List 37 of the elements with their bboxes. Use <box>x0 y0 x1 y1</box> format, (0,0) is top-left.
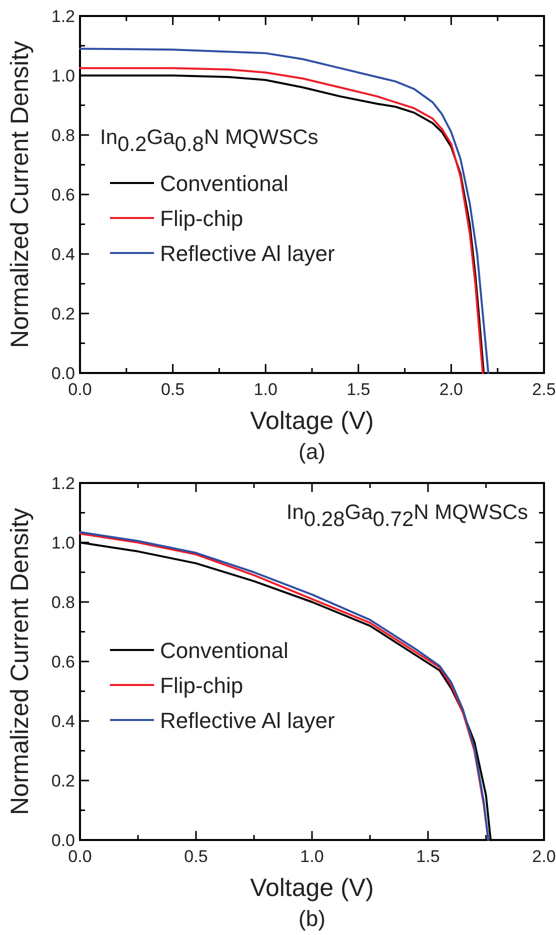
y-tick-label: 0.8 <box>51 593 75 612</box>
y-tick-label: 1.2 <box>51 474 75 493</box>
y-tick-label: 0.2 <box>51 772 75 790</box>
x-tick-label: 1.5 <box>346 380 370 399</box>
legend-label: Reflective Al layer <box>160 241 335 266</box>
x-axis-title: Voltage (V) <box>250 874 374 902</box>
x-tick-label: 2.5 <box>532 380 556 399</box>
legend-label: Flip-chip <box>160 206 244 231</box>
y-tick-label: 1.2 <box>51 7 75 26</box>
x-tick-label: 1.5 <box>416 847 440 866</box>
y-tick-label: 0.0 <box>51 831 75 850</box>
y-tick-label: 0.0 <box>51 364 75 383</box>
x-tick-label: 1.0 <box>254 380 278 399</box>
x-tick-label: 0.5 <box>160 380 185 399</box>
text: (b) <box>298 906 326 931</box>
legend-label: Conventional <box>160 171 288 196</box>
y-axis-title: Normalized Current Density <box>6 40 34 348</box>
text: (a) <box>298 439 326 464</box>
y-tick-label: 0.2 <box>51 304 75 324</box>
x-tick-label: 2.0 <box>532 847 556 866</box>
y-tick-label: 0.4 <box>51 245 75 264</box>
x-tick-label: 0.0 <box>68 847 92 866</box>
y-axis-title: Normalized Current Density <box>6 507 34 816</box>
legend-label: Flip-chip <box>160 673 244 698</box>
x-tick-label: 0.5 <box>184 847 208 866</box>
y-tick-label: 0.8 <box>51 126 75 145</box>
x-axis-title: Voltage (V) <box>250 407 374 435</box>
x-tick-label: 1.0 <box>300 847 324 866</box>
y-tick-label: 0.6 <box>51 652 75 672</box>
x-tick-label: 2.0 <box>439 380 464 399</box>
y-tick-label: 0.4 <box>51 712 75 731</box>
legend-label: Reflective Al layer <box>160 708 335 733</box>
legend-label: Conventional <box>160 638 288 663</box>
x-tick-label: 0.0 <box>68 380 92 399</box>
y-tick-label: 0.6 <box>51 186 75 204</box>
y-tick-label: 1.0 <box>51 66 75 86</box>
y-tick-label: 1.0 <box>51 534 75 552</box>
